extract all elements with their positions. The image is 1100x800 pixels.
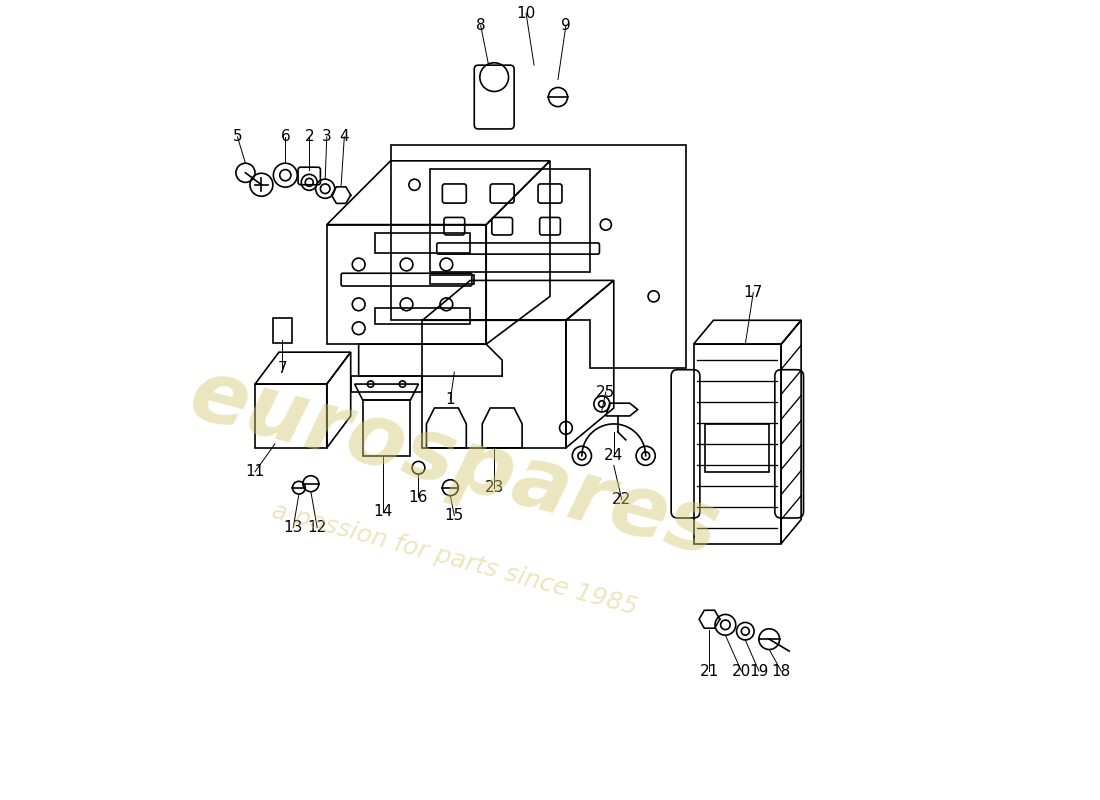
- Text: 10: 10: [517, 6, 536, 21]
- Text: 14: 14: [373, 504, 393, 519]
- Text: 12: 12: [308, 520, 327, 535]
- Text: 13: 13: [284, 520, 302, 535]
- Text: 6: 6: [280, 130, 290, 145]
- Text: 15: 15: [444, 508, 464, 523]
- Text: 11: 11: [245, 464, 265, 479]
- Text: 21: 21: [700, 663, 719, 678]
- Text: 17: 17: [744, 285, 763, 300]
- Text: a passion for parts since 1985: a passion for parts since 1985: [268, 499, 640, 620]
- Text: 9: 9: [561, 18, 571, 33]
- Text: 23: 23: [484, 480, 504, 495]
- Text: eurospares: eurospares: [180, 354, 728, 574]
- Text: 5: 5: [233, 130, 242, 145]
- Text: 16: 16: [409, 490, 428, 505]
- Text: 3: 3: [322, 130, 332, 145]
- Text: 20: 20: [732, 663, 751, 678]
- Text: 25: 25: [596, 385, 615, 399]
- Text: 7: 7: [277, 361, 287, 376]
- Text: 19: 19: [749, 663, 769, 678]
- Text: 4: 4: [340, 130, 349, 145]
- Text: 24: 24: [604, 448, 624, 463]
- Text: 22: 22: [612, 492, 631, 507]
- Text: 2: 2: [305, 130, 315, 145]
- Text: 1: 1: [446, 393, 455, 407]
- Text: 8: 8: [476, 18, 485, 33]
- Text: 18: 18: [771, 663, 791, 678]
